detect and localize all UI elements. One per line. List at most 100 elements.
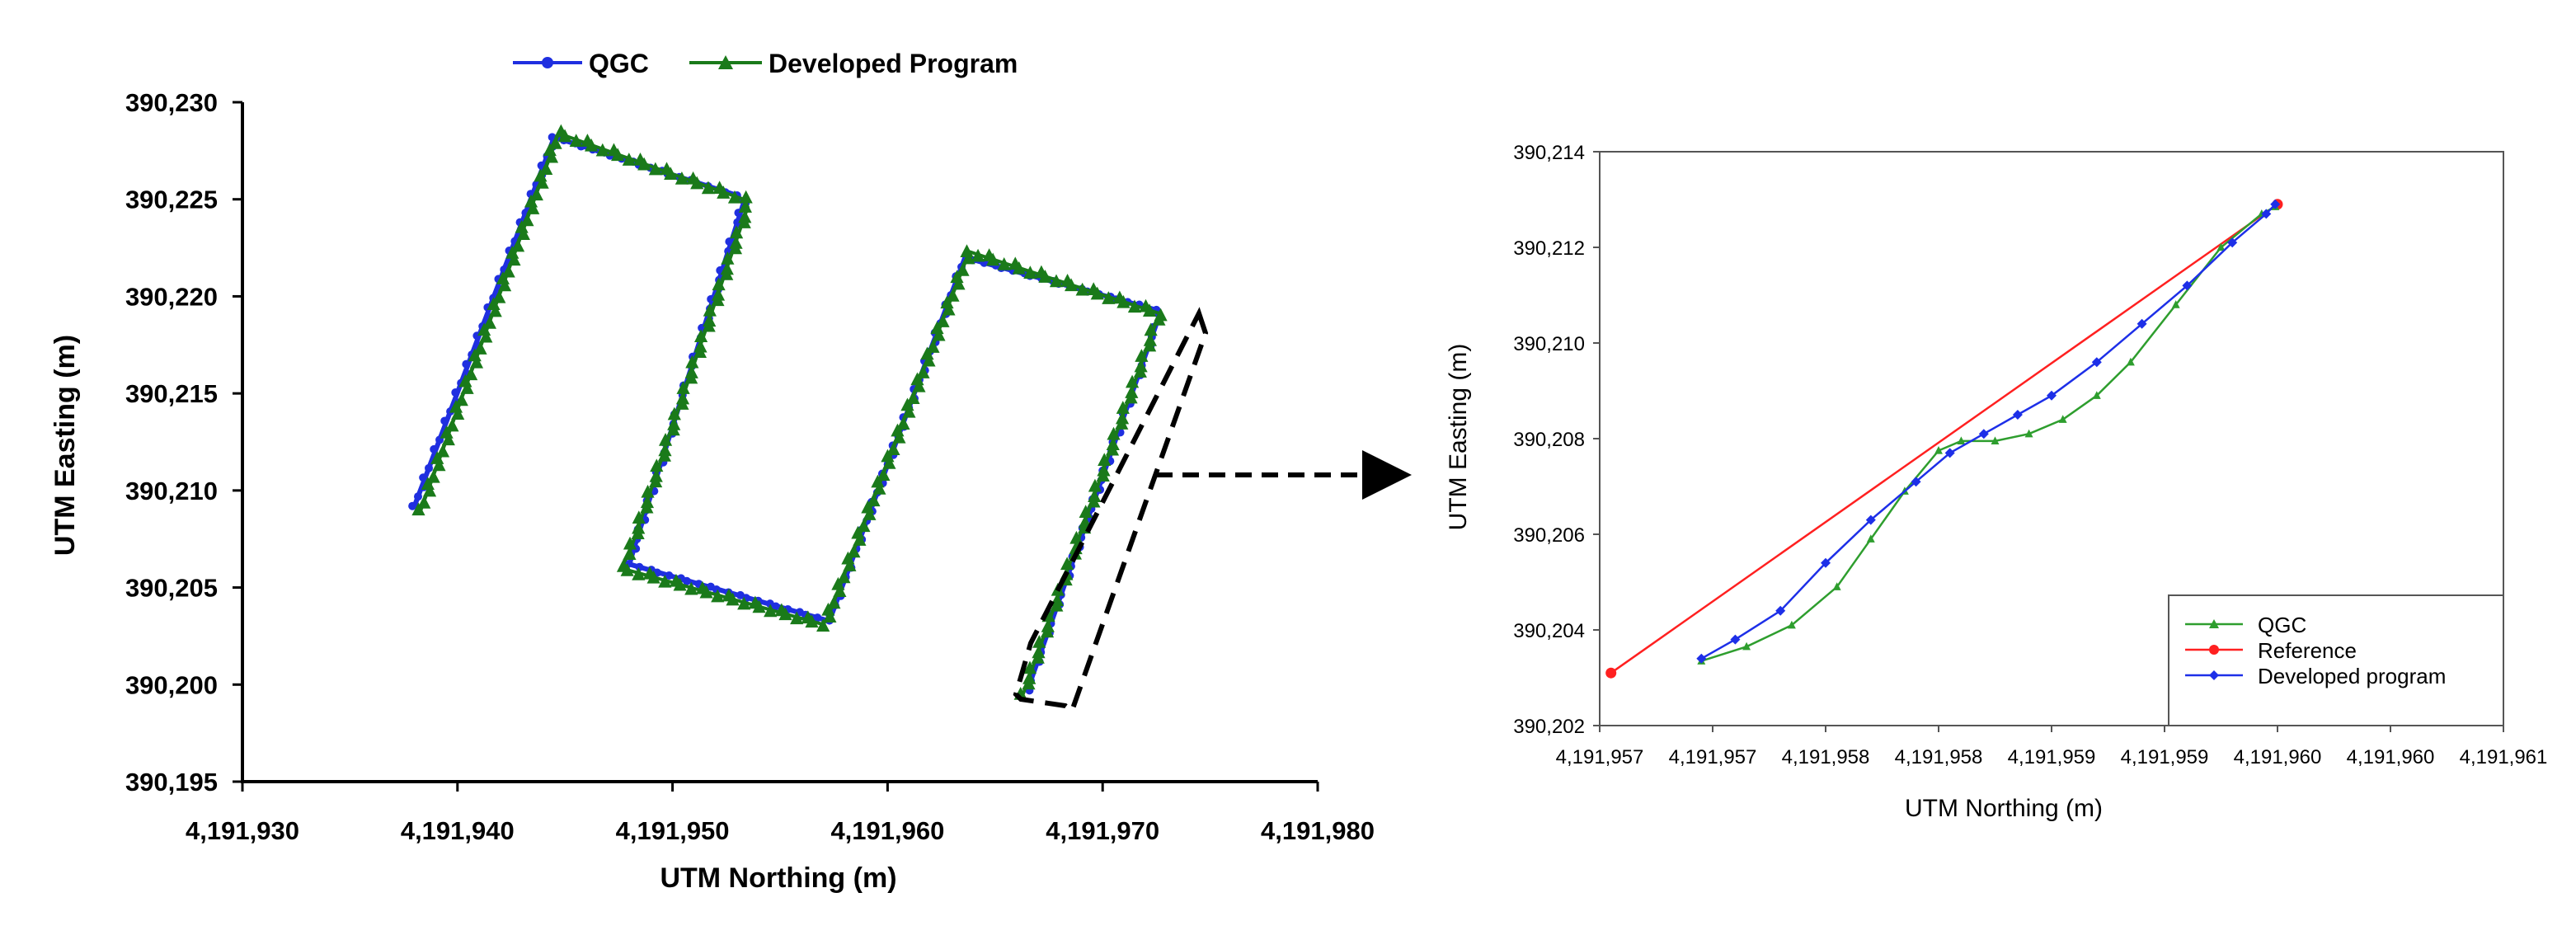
right-x-tick-label: 4,191,959	[2121, 746, 2209, 768]
left-developed-point	[1049, 274, 1064, 288]
left-series	[408, 124, 1168, 700]
left-developed-point	[516, 227, 530, 240]
left-developed-point	[930, 321, 944, 335]
left-developed-point	[877, 468, 891, 482]
left-developed-point	[482, 316, 497, 329]
left-x-tick-label: 4,191,970	[1046, 816, 1159, 845]
right-qgc-point	[1991, 436, 2000, 445]
left-developed-point	[726, 592, 740, 606]
left-developed-point	[458, 374, 472, 388]
left-qgc-point	[682, 576, 691, 585]
left-developed-point	[1133, 364, 1147, 378]
left-developed-point	[1134, 359, 1148, 373]
left-developed-point	[1031, 651, 1045, 664]
left-developed-point	[432, 458, 446, 472]
left-developed-point	[421, 477, 435, 491]
left-developed-point	[863, 507, 877, 520]
left-developed-point	[1124, 390, 1138, 404]
left-developed-point	[790, 611, 804, 625]
left-developed-point	[1105, 442, 1120, 456]
left-developed-point	[449, 399, 463, 413]
right-qgc-point	[2171, 300, 2180, 308]
left-developed-point	[997, 256, 1011, 270]
right-qgc-point	[2216, 242, 2226, 251]
left-developed-point	[479, 329, 493, 343]
right-legend-label-reference: Reference	[2258, 638, 2357, 663]
left-qgc-point	[440, 416, 449, 425]
right-developed-point	[1978, 429, 1989, 439]
left-developed-point	[631, 526, 645, 539]
left-developed-point	[764, 604, 778, 618]
left-developed-point	[1050, 598, 1064, 612]
left-developed-point	[676, 381, 690, 394]
left-developed-point	[886, 442, 900, 456]
left-developed-point	[853, 533, 867, 546]
left-developed-point	[926, 340, 940, 353]
left-chart: QGC Developed Program 390,195 390,200 390,…	[49, 49, 1412, 894]
right-x-tick-label: 4,191,960	[2347, 746, 2435, 768]
left-developed-point	[827, 595, 841, 609]
right-qgc-point	[1957, 436, 1966, 445]
right-developed-point	[2091, 357, 2102, 368]
left-developed-point	[701, 181, 716, 195]
left-developed-point	[673, 577, 687, 591]
left-developed-point	[1060, 557, 1074, 571]
right-legend-label-qgc: QGC	[2258, 613, 2306, 637]
right-qgc-point	[2092, 391, 2101, 399]
right-developed-point	[2227, 237, 2238, 248]
left-qgc-point	[725, 237, 734, 246]
right-x-tick-label: 4,191,958	[1895, 746, 1983, 768]
left-developed-point	[507, 252, 521, 266]
right-qgc-point	[2058, 415, 2067, 423]
right-y-tick-label: 390,212	[1513, 237, 1585, 260]
left-qgc-point	[430, 444, 439, 453]
left-developed-point	[867, 493, 881, 507]
left-developed-point	[468, 348, 482, 362]
left-developed-point	[1079, 505, 1093, 519]
left-developed-point	[1125, 385, 1139, 398]
left-developed-point	[721, 251, 735, 265]
left-developed-point	[664, 167, 678, 180]
left-developed-point	[1102, 291, 1116, 304]
right-x-axis-title: UTM Northing (m)	[1905, 795, 2103, 822]
right-qgc-point	[2024, 429, 2033, 438]
right-y-ticks: 390,202 390,204 390,206 390,208 390,210 390,2…	[1513, 142, 1600, 738]
right-y-tick-label: 390,206	[1513, 524, 1585, 547]
right-developed-point	[1865, 514, 1876, 525]
left-legend: QGC Developed Program	[513, 49, 1018, 78]
left-developed-point	[1022, 660, 1037, 674]
left-developed-point	[942, 302, 956, 316]
left-developed-point	[1135, 349, 1149, 362]
left-developed-point	[1041, 618, 1055, 632]
left-developed-point	[666, 422, 680, 436]
left-developed-point	[1125, 374, 1140, 388]
left-developed-point	[657, 448, 671, 462]
left-y-tick-label: 390,230	[125, 88, 218, 117]
left-developed-point	[648, 162, 662, 176]
left-developed-point	[1069, 530, 1084, 544]
right-y-axis-title: UTM Easting (m)	[1445, 344, 1472, 531]
right-reference-line	[1610, 203, 2278, 674]
left-y-tick-label: 390,200	[125, 670, 218, 699]
legend-marker-qgc	[542, 57, 553, 68]
left-developed-point	[488, 303, 502, 317]
left-developed-point	[1127, 299, 1142, 313]
right-chart: 390,202 390,204 390,206 390,208 390,210 390,2…	[1445, 142, 2547, 822]
right-developed-point	[1696, 653, 1707, 664]
left-developed-point	[510, 238, 525, 252]
left-developed-point	[896, 416, 910, 430]
left-developed-point	[971, 248, 985, 262]
left-y-tick-label: 390,195	[125, 768, 218, 796]
left-developed-point	[1040, 624, 1055, 638]
left-developed-point	[529, 187, 543, 201]
left-developed-point	[823, 609, 837, 623]
left-y-ticks: 390,195 390,200 390,205 390,210 390,215 390,2…	[125, 88, 242, 796]
left-developed-point	[684, 581, 698, 595]
left-y-tick-label: 390,205	[125, 574, 218, 603]
left-developed-point	[837, 570, 851, 584]
left-developed-point	[611, 148, 625, 162]
left-qgc-point	[408, 501, 417, 510]
left-developed-point	[623, 536, 637, 550]
left-developed-point	[831, 576, 845, 590]
